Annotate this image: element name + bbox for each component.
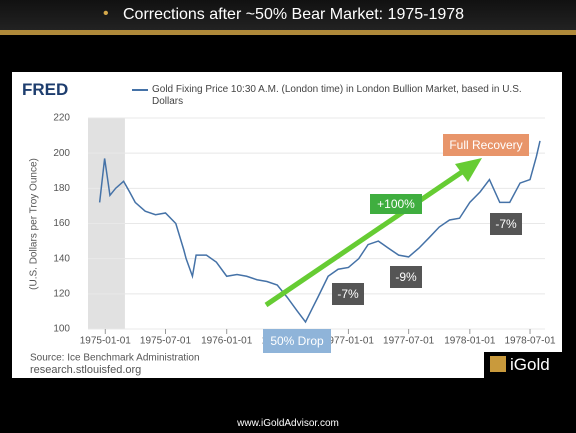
- logo-text: iGold: [510, 355, 550, 374]
- x-tick-label: 1976-01-01: [201, 336, 253, 347]
- y-tick-label: 120: [53, 288, 70, 299]
- annotation: -9%: [390, 266, 422, 288]
- y-tick-label: 160: [53, 218, 70, 229]
- y-tick-label: 140: [53, 253, 70, 264]
- logo: iGold: [484, 352, 562, 378]
- source: Source: Ice Benchmark Administration: [30, 353, 200, 364]
- series-line: [98, 140, 541, 324]
- brand-logo: FRED: [22, 80, 69, 99]
- x-tick-label: 1977-01-01: [323, 336, 375, 347]
- y-tick-label: 180: [53, 183, 70, 194]
- y-axis-label: (U.S. Dollars per Troy Ounce): [29, 158, 40, 290]
- footer: www.iGoldAdvisor.com: [237, 418, 339, 429]
- legend-entry: Gold Fixing Price 10:30 A.M. (London tim…: [152, 84, 522, 107]
- y-tick-label: 200: [53, 148, 70, 159]
- header-bar: •: [0, 0, 576, 35]
- x-tick-label: 1978-07-01: [504, 336, 556, 347]
- source-site: research.stlouisfed.org: [30, 364, 141, 376]
- x-tick-label: 1975-07-01: [140, 336, 192, 347]
- annotation: 50% Drop: [263, 329, 331, 353]
- y-tick-label: 100: [53, 324, 70, 335]
- annotation: -7%: [332, 283, 364, 305]
- annotation: +100%: [370, 194, 422, 214]
- y-tick-label: 220: [53, 113, 70, 124]
- annotation: Full Recovery: [443, 134, 529, 156]
- x-tick-label: 1978-01-01: [444, 336, 496, 347]
- annotation: -7%: [490, 213, 522, 235]
- slide-title: Corrections after ~50% Bear Market: 1975…: [123, 6, 465, 23]
- x-tick-label: 1975-01-01: [80, 336, 132, 347]
- x-tick-label: 1977-07-01: [383, 336, 435, 347]
